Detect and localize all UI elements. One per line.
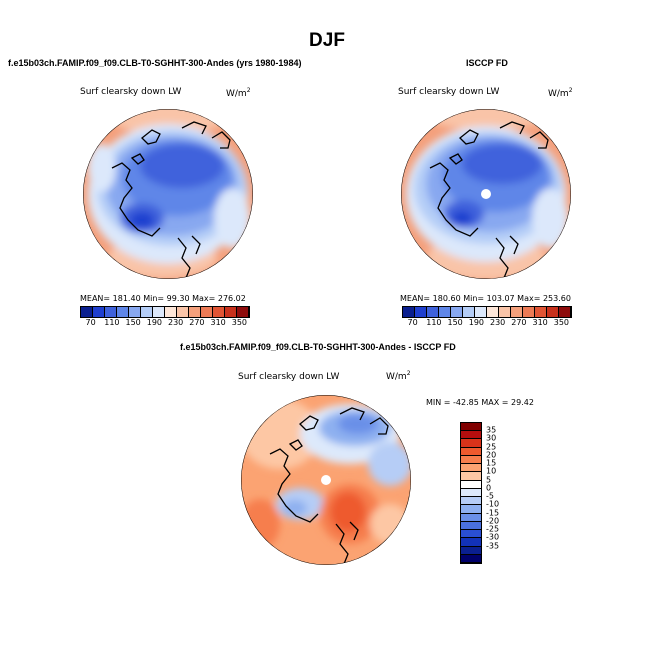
colorbar-swatch <box>461 497 481 506</box>
right-variable-label: Surf clearsky down LW <box>398 87 500 97</box>
colorbar-tick-label: 270 <box>511 318 527 327</box>
colorbar-tick-label: 70 <box>85 318 96 327</box>
colorbar-swatch <box>415 307 427 317</box>
colorbar-swatch <box>403 307 415 317</box>
right-colorbar: 70 110 150 190 230 270 310 350 <box>402 306 572 330</box>
colorbar-tick-label: 20 <box>486 450 497 460</box>
left-stats: MEAN= 181.40 Min= 99.30 Max= 276.02 <box>80 294 246 303</box>
colorbar-tick-label: 350 <box>553 318 570 327</box>
colorbar-swatch <box>461 480 481 489</box>
colorbar-tick-label: 15 <box>486 458 497 468</box>
colorbar-swatch <box>439 307 451 317</box>
diff-units-label: W/m2 <box>386 370 411 382</box>
colorbar-tick-label: 150 <box>125 318 141 327</box>
colorbar-swatch <box>461 447 481 456</box>
colorbar-tick-label: 110 <box>104 318 120 327</box>
colorbar-swatch <box>81 307 93 317</box>
colorbar-tick-label: -20 <box>486 516 500 526</box>
diff-polar-map <box>240 394 412 566</box>
colorbar-tick-label: -10 <box>486 499 500 509</box>
colorbar-swatch <box>487 307 499 317</box>
colorbar-tick-label: 10 <box>486 466 497 476</box>
colorbar-swatch <box>499 307 511 317</box>
colorbar-swatch <box>93 307 105 317</box>
colorbar-swatch <box>463 307 475 317</box>
left-units-label: W/m2 <box>226 87 251 99</box>
colorbar-swatch <box>461 505 481 514</box>
left-polar-map <box>82 108 254 280</box>
colorbar-tick-label: 150 <box>447 318 463 327</box>
colorbar-tick-label: -5 <box>486 491 494 501</box>
right-units-label: W/m2 <box>548 87 573 99</box>
colorbar-swatch <box>201 307 213 317</box>
right-stats: MEAN= 180.60 Min= 103.07 Max= 253.60 <box>400 294 571 303</box>
colorbar-swatch <box>129 307 141 317</box>
colorbar-tick-label: 5 <box>486 475 492 485</box>
colorbar-swatch <box>461 464 481 473</box>
colorbar-swatch <box>213 307 225 317</box>
colorbar-tick-label: 310 <box>210 318 226 327</box>
colorbar-swatch <box>461 538 481 547</box>
colorbar-swatch <box>427 307 439 317</box>
colorbar-tick-label: 35 <box>486 425 497 435</box>
colorbar-tick-label: -35 <box>486 541 500 551</box>
colorbar-swatch <box>237 307 249 317</box>
colorbar-swatch <box>461 530 481 539</box>
colorbar-swatch <box>461 521 481 531</box>
colorbar-tick-label: -25 <box>486 524 500 534</box>
colorbar-swatch <box>461 546 481 555</box>
left-variable-label: Surf clearsky down LW <box>80 87 182 97</box>
colorbar-swatch <box>451 307 463 317</box>
colorbar-swatch <box>535 307 547 317</box>
colorbar-swatch <box>461 439 481 448</box>
colorbar-tick-label: 110 <box>426 318 442 327</box>
right-polar-map <box>400 108 572 280</box>
colorbar-swatch <box>189 307 201 317</box>
colorbar-swatch <box>461 423 481 432</box>
right-case-title: ISCCP FD <box>466 58 508 68</box>
colorbar-tick-label: 25 <box>486 442 497 452</box>
colorbar-swatch <box>461 431 481 440</box>
colorbar-swatch <box>547 307 559 317</box>
left-colorbar: 70 110 150 190 230 270 310 350 <box>80 306 250 330</box>
left-case-title: f.e15b03ch.FAMIP.f09_f09.CLB-T0-SGHHT-30… <box>8 58 302 68</box>
colorbar-swatch <box>141 307 153 317</box>
colorbar-tick-label: 350 <box>231 318 248 327</box>
colorbar-swatch <box>165 307 177 317</box>
colorbar-swatch <box>559 307 571 317</box>
colorbar-swatch <box>153 307 165 317</box>
colorbar-tick-label: -15 <box>486 508 500 518</box>
colorbar-tick-label: -30 <box>486 532 500 542</box>
colorbar-swatch <box>225 307 237 317</box>
colorbar-tick-label: 270 <box>189 318 205 327</box>
colorbar-swatch <box>523 307 535 317</box>
colorbar-swatch <box>117 307 129 317</box>
page-title: DJF <box>309 30 345 51</box>
colorbar-tick-label: 310 <box>532 318 548 327</box>
diff-variable-label: Surf clearsky down LW <box>238 372 340 382</box>
colorbar-swatch <box>461 554 481 563</box>
colorbar-swatch <box>461 513 481 522</box>
colorbar-tick-label: 190 <box>146 318 163 327</box>
colorbar-swatch <box>461 488 481 498</box>
colorbar-swatch <box>511 307 523 317</box>
diff-colorbar <box>460 422 482 564</box>
colorbar-tick-label: 0 <box>486 483 492 493</box>
colorbar-tick-label: 70 <box>407 318 418 327</box>
colorbar-swatch <box>461 455 481 465</box>
diff-case-title: f.e15b03ch.FAMIP.f09_f09.CLB-T0-SGHHT-30… <box>180 342 456 352</box>
colorbar-swatch <box>177 307 189 317</box>
colorbar-swatch <box>475 307 487 317</box>
colorbar-tick-label: 190 <box>468 318 485 327</box>
colorbar-swatch <box>461 472 481 481</box>
colorbar-tick-label: 230 <box>167 318 184 327</box>
diff-stats: MIN = -42.85 MAX = 29.42 <box>426 398 534 407</box>
colorbar-swatch <box>105 307 117 317</box>
colorbar-tick-label: 30 <box>486 433 497 443</box>
colorbar-tick-label: 230 <box>489 318 506 327</box>
